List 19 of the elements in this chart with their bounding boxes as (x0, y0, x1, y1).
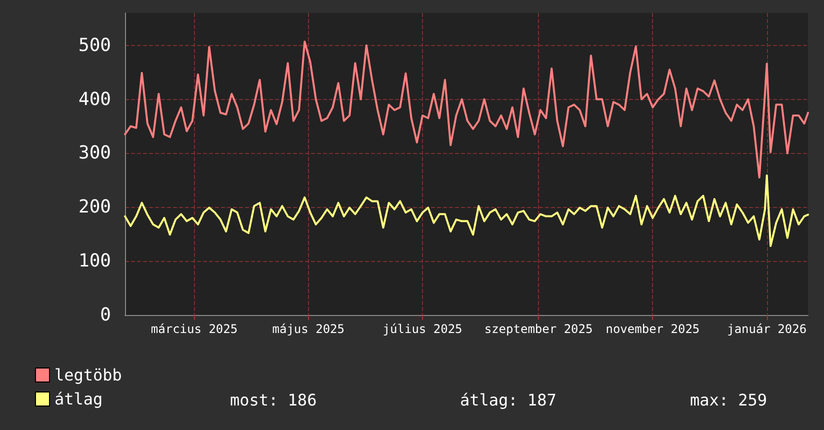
y-tick-label: 400 (78, 88, 111, 110)
line-series (124, 40, 809, 178)
text: átlag: 187 (460, 390, 556, 410)
x-tick-label: január 2026 (727, 322, 807, 336)
x-tick-label: május 2025 (272, 322, 345, 336)
y-tick-label: 200 (78, 196, 111, 218)
y-tick-label: 300 (78, 142, 111, 164)
x-tick-label: szeptember 2025 (484, 322, 593, 336)
y-tick-label: 0 (100, 304, 111, 326)
y-tick-label: 500 (78, 34, 111, 56)
x-tick-label: március 2025 (150, 322, 238, 336)
legend-label: legtöbb (54, 366, 122, 384)
legend-label: átlag (54, 390, 103, 408)
x-tick-label: november 2025 (606, 322, 700, 336)
text: max: 259 (690, 390, 768, 410)
line-series (124, 174, 809, 247)
text: most: 186 (230, 390, 317, 410)
x-tick-label: július 2025 (382, 322, 462, 336)
y-tick-label: 100 (78, 250, 111, 272)
